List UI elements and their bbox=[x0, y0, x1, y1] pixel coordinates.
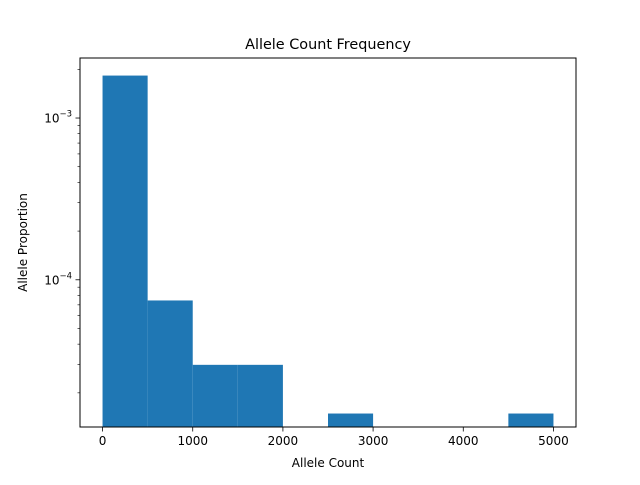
y-tick-base: 10 bbox=[44, 112, 59, 126]
y-tick-label: 10−4 bbox=[44, 271, 72, 287]
plot-area-frame bbox=[79, 57, 577, 428]
x-tick-label: 1000 bbox=[177, 434, 208, 448]
x-axis-ticks: 0 1000 2000 3000 4000 5000 bbox=[99, 427, 569, 448]
y-tick-exponent: −4 bbox=[59, 271, 72, 281]
histogram-bar bbox=[328, 413, 374, 427]
y-axis-label: Allele Proportion bbox=[16, 193, 30, 292]
histogram-bar bbox=[147, 300, 193, 427]
bars-group bbox=[102, 75, 554, 427]
y-tick-base: 10 bbox=[44, 273, 59, 287]
x-tick-label: 5000 bbox=[538, 434, 569, 448]
histogram-bar bbox=[192, 364, 238, 427]
x-tick-label: 4000 bbox=[448, 434, 479, 448]
x-tick-label: 3000 bbox=[358, 434, 389, 448]
histogram-bar bbox=[237, 364, 283, 427]
x-tick-label: 2000 bbox=[268, 434, 299, 448]
y-tick-exponent: −3 bbox=[59, 110, 72, 120]
y-tick-label: 10−3 bbox=[44, 110, 72, 126]
histogram-bar bbox=[508, 413, 554, 427]
histogram-bar bbox=[102, 75, 148, 427]
x-axis-label: Allele Count bbox=[292, 456, 365, 470]
x-tick-label: 0 bbox=[99, 434, 107, 448]
chart-title: Allele Count Frequency bbox=[245, 37, 411, 53]
